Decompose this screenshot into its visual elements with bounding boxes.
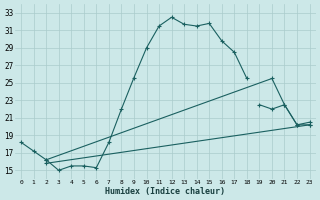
X-axis label: Humidex (Indice chaleur): Humidex (Indice chaleur) bbox=[105, 187, 225, 196]
